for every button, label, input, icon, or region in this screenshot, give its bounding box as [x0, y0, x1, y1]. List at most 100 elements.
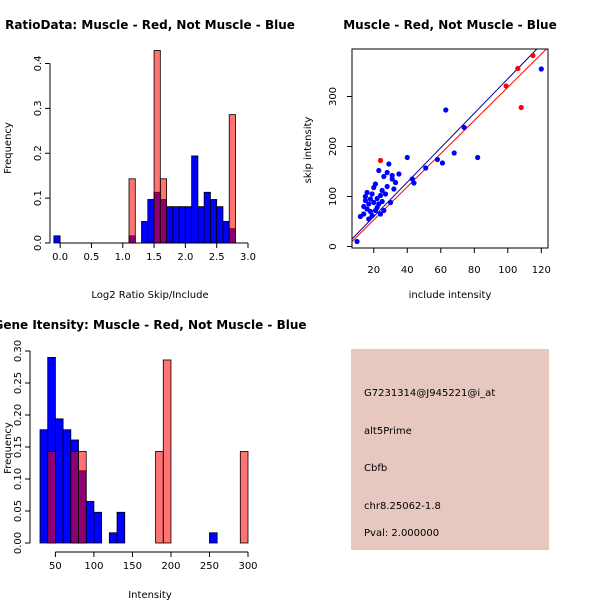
p1-muscle-bar-2 — [159, 178, 167, 244]
ratio-histogram-y-label: Frequency — [3, 122, 14, 174]
p2-not-muscle-point-7 — [364, 189, 370, 196]
p1-not-muscle-bar-13 — [210, 199, 218, 244]
probe-info-background — [351, 349, 549, 550]
p1-not-muscle-bar-7 — [172, 206, 180, 244]
p2-y-tick-label-0: 0 — [328, 243, 339, 249]
p3-not-muscle-bar-8 — [108, 532, 118, 544]
genomic-location-text: chr8.25062-1.8 — [364, 501, 441, 512]
p2-not-muscle-point-38 — [404, 154, 410, 161]
p3-y-tick-label-2: 0.10 — [13, 468, 24, 490]
p3-x-tick-label-5: 300 — [238, 561, 257, 572]
p3-x-tick-label-2: 150 — [123, 561, 142, 572]
gene-intensity-histogram-y-ticks: 0.00 0.05 0.10 0.15 0.20 0.25 0.30 — [13, 340, 30, 554]
ratio-histogram-panel: RatioData: Muscle - Red, Not Muscle - Bl… — [3, 18, 295, 301]
ratio-histogram-bars — [53, 50, 236, 244]
p3-x-tick-label-4: 250 — [200, 561, 219, 572]
p3-y-tick-label-1: 0.05 — [13, 500, 24, 522]
p3-y-tick-label-5: 0.25 — [13, 372, 24, 394]
p3-muscle-bar-3 — [155, 451, 164, 544]
p2-not-muscle-point-15 — [371, 199, 377, 206]
p3-muscle-bar-4 — [162, 359, 172, 544]
gene-intensity-histogram-y-label: Frequency — [3, 422, 14, 474]
p1-muscle-bar-3 — [228, 114, 236, 244]
p1-not-muscle-bar-11 — [197, 206, 205, 244]
p2-not-muscle-point-35 — [391, 186, 397, 192]
p2-x-tick-label-0: 20 — [367, 265, 380, 276]
p3-not-muscle-bar-10 — [209, 532, 218, 544]
p3-y-tick-label-3: 0.15 — [13, 436, 24, 458]
p1-x-tick-label-6: 3.0 — [240, 252, 256, 263]
p2-not-muscle-point-9 — [366, 201, 372, 207]
p3-not-muscle-bar-6 — [85, 500, 95, 544]
p2-not-muscle-point-21 — [376, 167, 382, 174]
p1-x-tick-label-5: 2.5 — [209, 252, 225, 263]
p1-x-tick-label-3: 1.5 — [146, 252, 162, 263]
intensity-scatter-panel: Muscle - Red, Not Muscle - Blue 20 40 60 80… — [303, 18, 557, 301]
intensity-scatter-points — [354, 52, 544, 245]
p1-not-muscle-bar-14 — [216, 206, 224, 244]
p2-not-muscle-point-31 — [386, 161, 392, 167]
p3-y-tick-label-6: 0.30 — [13, 340, 24, 362]
gene-intensity-histogram-title: Gene Itensity: Muscle - Red, Not Muscle … — [0, 318, 307, 332]
p2-x-tick-label-3: 80 — [468, 265, 481, 276]
ratio-histogram-title: RatioData: Muscle - Red, Not Muscle - Bl… — [5, 18, 295, 32]
intensity-scatter-x-label: include intensity — [409, 290, 492, 301]
p3-y-tick-label-4: 0.20 — [13, 404, 24, 426]
p2-not-muscle-point-45 — [451, 150, 457, 156]
p2-not-muscle-point-13 — [369, 212, 375, 219]
p3-muscle-bar-0 — [47, 451, 56, 544]
p2-not-muscle-point-23 — [377, 211, 384, 217]
p2-not-muscle-point-39 — [409, 176, 415, 182]
intensity-scatter-x-ticks: 20 40 60 80 100 120 — [367, 248, 551, 276]
p1-x-tick-label-1: 0.5 — [83, 252, 99, 263]
p2-not-muscle-point-46 — [461, 124, 467, 131]
p1-y-tick-label-2: 0.2 — [33, 145, 44, 161]
p1-x-tick-label-0: 0.0 — [52, 252, 68, 263]
p2-not-muscle-point-24 — [379, 187, 385, 194]
p2-not-muscle-point-0 — [354, 238, 360, 245]
p1-not-muscle-bar-8 — [178, 206, 186, 244]
p2-not-muscle-point-8 — [366, 216, 372, 222]
p2-not-muscle-point-28 — [382, 191, 389, 197]
p1-x-tick-label-4: 2.0 — [177, 252, 193, 263]
p3-not-muscle-bar-9 — [116, 511, 126, 544]
p1-not-muscle-bar-15 — [222, 221, 230, 244]
p3-x-tick-label-1: 100 — [84, 561, 103, 572]
p2-not-muscle-point-32 — [387, 199, 394, 206]
intensity-scatter-y-ticks: 0 100 200 300 — [328, 87, 352, 250]
p2-x-tick-label-2: 60 — [434, 265, 447, 276]
p2-not-muscle-point-12 — [369, 191, 375, 197]
probe-id-text: G7231314@J945221@i_at — [364, 388, 495, 399]
p1-y-tick-label-3: 0.3 — [33, 100, 44, 116]
ratio-histogram-y-ticks: 0.0 0.1 0.2 0.3 0.4 — [33, 56, 50, 251]
p3-muscle-bar-5 — [239, 451, 249, 544]
pval-text: Pval: 2.000000 — [364, 528, 439, 539]
p2-not-muscle-point-16 — [372, 181, 379, 187]
p2-not-muscle-point-19 — [374, 195, 380, 202]
p2-muscle-point-2 — [515, 65, 521, 72]
p3-y-tick-label-0: 0.00 — [13, 532, 24, 554]
p2-not-muscle-point-36 — [392, 179, 399, 186]
p2-fit-line-0 — [352, 49, 538, 240]
p2-not-muscle-point-42 — [434, 156, 441, 163]
p2-not-muscle-point-27 — [381, 207, 387, 214]
gene-symbol-text: Cbfb — [364, 463, 387, 474]
p2-muscle-point-4 — [530, 52, 536, 59]
p2-x-tick-label-4: 100 — [498, 265, 517, 276]
p2-muscle-point-0 — [377, 157, 384, 164]
p1-not-muscle-bar-0 — [53, 235, 61, 244]
ratio-histogram-x-ticks: 0.0 0.5 1.0 1.5 2.0 2.5 3.0 — [52, 243, 256, 263]
p2-muscle-point-3 — [518, 104, 524, 111]
p2-y-tick-label-1: 100 — [328, 187, 339, 206]
p2-muscle-point-1 — [503, 83, 509, 89]
p2-x-tick-label-1: 40 — [401, 265, 414, 276]
p3-not-muscle-bar-2 — [55, 418, 64, 544]
p3-muscle-bar-2 — [78, 451, 87, 544]
p2-not-muscle-point-11 — [367, 196, 374, 202]
p2-not-muscle-point-25 — [379, 198, 385, 205]
p2-not-muscle-point-40 — [411, 180, 417, 186]
p3-not-muscle-bar-7 — [93, 511, 103, 544]
p3-x-tick-label-3: 200 — [161, 561, 180, 572]
event-type-text: alt5Prime — [364, 426, 412, 437]
